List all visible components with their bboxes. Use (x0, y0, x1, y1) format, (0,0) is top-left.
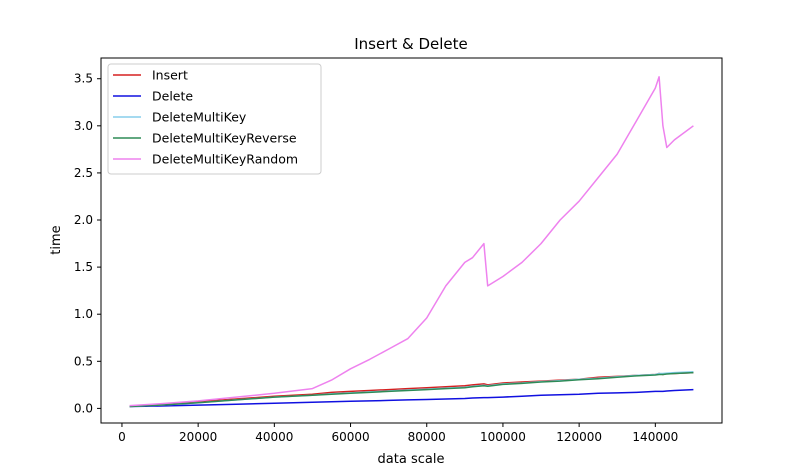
y-tick-label: 2.5 (74, 166, 93, 180)
plot-lines (129, 76, 694, 408)
y-tick-label: 2.0 (74, 213, 93, 227)
x-tick-label: 100000 (480, 430, 526, 444)
legend-box (107, 63, 322, 175)
x-tick-label: 40000 (255, 430, 293, 444)
legend-label: DeleteMultiKeyReverse (152, 131, 297, 146)
y-tick-label: 3.5 (74, 72, 93, 86)
legend-label: DeleteMultiKeyRandom (152, 152, 298, 167)
y-tick-label: 1.0 (74, 307, 93, 321)
x-tick-label: 60000 (331, 430, 369, 444)
x-axis-label: data scale (378, 452, 445, 467)
x-axis: 0 20000 40000 60000 80000 100000 120000 140000 (118, 423, 678, 444)
y-tick-label: 0.5 (74, 354, 93, 368)
legend-label: Insert (152, 68, 188, 83)
y-tick-label: 0.0 (74, 401, 93, 415)
chart-title: Insert & Delete (354, 35, 468, 53)
x-tick-label: 80000 (408, 430, 446, 444)
y-tick-label: 1.5 (74, 260, 93, 274)
y-axis: 0.0 0.5 1.0 1.5 2.0 2.5 3.0 3.5 (74, 72, 101, 415)
series-line-delete (129, 388, 694, 408)
series-line-deletemultikeyreverse (129, 371, 694, 408)
x-tick-label: 140000 (632, 430, 678, 444)
legend-label: Delete (152, 89, 193, 104)
x-tick-label: 0 (118, 430, 126, 444)
y-axis-label: time (49, 225, 64, 254)
series-line-deletemultikeyrandom (129, 76, 694, 407)
plot-frame (100, 57, 723, 424)
x-tick-label: 120000 (556, 430, 602, 444)
legend: Insert Delete DeleteMultiKey DeleteMultiKey… (107, 63, 322, 175)
legend-label: DeleteMultiKey (152, 110, 247, 125)
y-tick-label: 3.0 (74, 119, 93, 133)
x-tick-label: 20000 (179, 430, 217, 444)
